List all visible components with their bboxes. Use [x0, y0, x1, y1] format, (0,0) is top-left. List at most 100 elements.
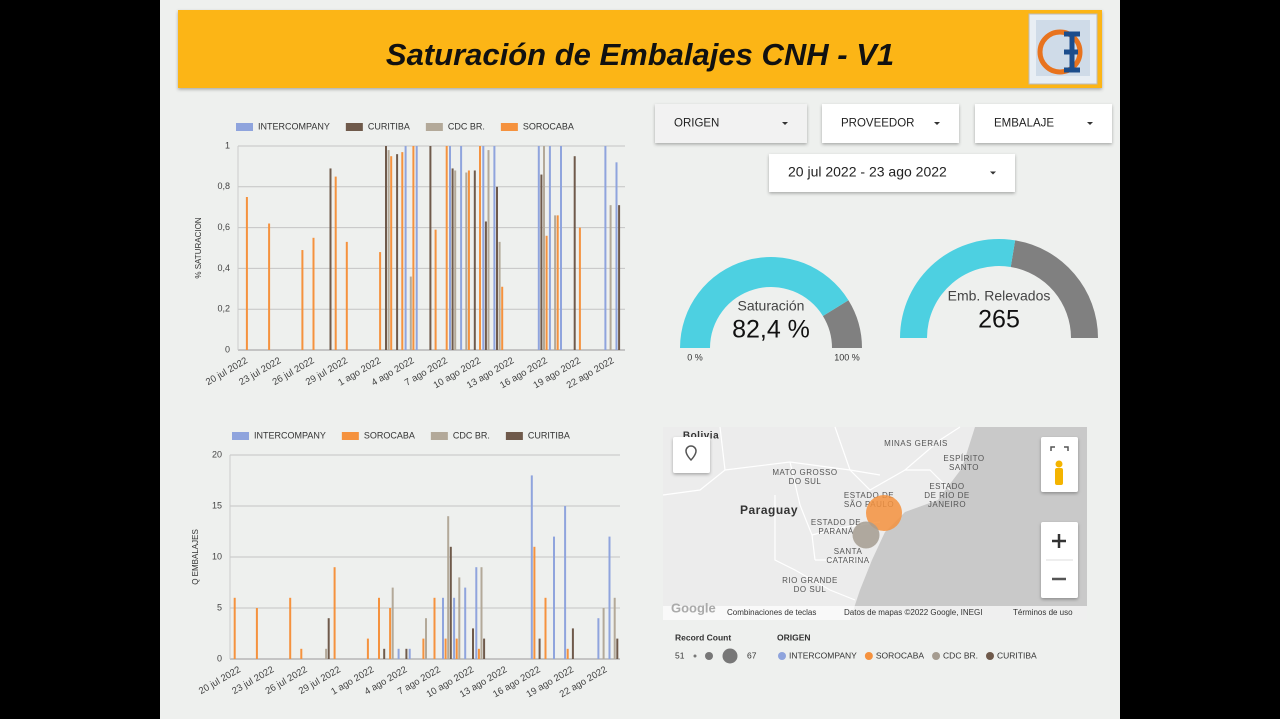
bar: [449, 146, 451, 350]
bar: [545, 235, 548, 350]
dropdown-arrow[interactable]: [782, 122, 788, 125]
color-legend-dot: [864, 652, 873, 660]
y-tick-label: 15: [212, 500, 222, 510]
map-attribution[interactable]: Datos de mapas ©2022 Google, INEGI: [844, 608, 982, 617]
bar: [578, 227, 581, 350]
gauge-value-label: 82,4 %: [732, 316, 810, 344]
map-place-label: ESTADO DE: [844, 491, 894, 500]
filter-control[interactable]: ORIGEN: [655, 104, 807, 143]
dropdown-arrow[interactable]: [1087, 122, 1093, 125]
map-fullscreen-icon[interactable]: [1050, 446, 1069, 451]
map-pegman-body[interactable]: [1055, 468, 1063, 485]
gauge-value: [680, 256, 849, 348]
bar: [383, 648, 386, 659]
bar: [333, 567, 336, 659]
map-border: [724, 461, 881, 476]
bar: [327, 618, 330, 659]
bar: [447, 516, 450, 659]
bar: [412, 146, 415, 350]
filter-control[interactable]: PROVEEDOR: [822, 104, 959, 143]
bar: [455, 638, 458, 659]
bar: [325, 648, 328, 659]
map-place-label: PARANÁ: [818, 527, 853, 536]
bar: [501, 286, 504, 350]
legend-label: INTERCOMPANY: [258, 121, 330, 131]
color-legend-dot: [932, 652, 941, 660]
map-bubble[interactable]: [852, 521, 880, 549]
legend-swatch: [425, 123, 443, 131]
gauge-tick-label: 0 %: [687, 352, 703, 362]
map-place-label: ESTADO DE: [811, 518, 861, 527]
legend-label: INTERCOMPANY: [254, 430, 326, 440]
legend-label: CURITIBA: [368, 121, 410, 131]
dropdown-arrow[interactable]: [990, 171, 996, 175]
bar: [422, 638, 425, 659]
filter-box[interactable]: [655, 104, 807, 143]
map-place-label: DE RIO DE: [924, 491, 969, 500]
size-legend-dot: [693, 654, 697, 658]
bar: [543, 146, 545, 350]
bar: [404, 146, 407, 350]
legend-label: SOROCABA: [523, 121, 574, 131]
map-place-label: ESPÍRITO: [943, 454, 984, 463]
bar: [480, 567, 483, 659]
bar: [548, 146, 551, 350]
map-place-label: JANEIRO: [928, 500, 966, 509]
filter-label[interactable]: ORIGEN: [674, 118, 719, 130]
map-place-label: MATO GROSSO: [772, 468, 837, 477]
map-attribution[interactable]: Combinaciones de teclas: [727, 608, 816, 617]
bar: [425, 618, 427, 659]
filter-label[interactable]: EMBALAJE: [994, 118, 1054, 130]
bar: [477, 648, 480, 659]
bar: [483, 638, 486, 659]
filter-label[interactable]: PROVEEDOR: [841, 118, 915, 130]
y-axis-label: % SATURACION: [194, 217, 203, 278]
logo-ring: [1037, 29, 1083, 75]
bar: [553, 536, 555, 659]
map-place-label: DO SUL: [789, 477, 822, 486]
bar: [434, 229, 437, 350]
legend-swatch: [505, 432, 523, 440]
legend-label: CDC BR.: [448, 121, 485, 131]
bar: [449, 546, 452, 659]
y-tick-label: 0: [225, 344, 230, 354]
bar: [573, 156, 576, 350]
color-legend-title: ORIGEN: [777, 632, 811, 642]
bar: [389, 608, 392, 659]
charts: ORIGEN PROVEEDOR EMBALAJE 20 jul 2022 - 23 …: [191, 104, 1112, 700]
bar: [379, 252, 382, 350]
legend-swatch: [341, 432, 359, 440]
map-attribution[interactable]: Términos de uso: [1013, 608, 1073, 617]
filter-label[interactable]: 20 jul 2022 - 23 ago 2022: [788, 164, 947, 180]
gauge-track: [1010, 240, 1098, 338]
map-bubble[interactable]: [866, 495, 902, 531]
legend-label: CURITIBA: [528, 430, 570, 440]
header-bar: [178, 10, 1102, 88]
map-button[interactable]: [673, 437, 710, 473]
map-locate-icon[interactable]: [685, 445, 697, 462]
y-axis-label: Q EMBALAJES: [191, 529, 200, 585]
bar: [444, 638, 447, 659]
legend-swatch: [345, 123, 363, 131]
bar: [566, 648, 569, 659]
filter-box[interactable]: [769, 154, 1015, 192]
filter-control[interactable]: EMBALAJE: [975, 104, 1112, 143]
bar: [618, 205, 621, 350]
size-legend-dot: [722, 648, 738, 664]
map-attribution: Google: [671, 600, 716, 615]
map-zoom-in[interactable]: [1052, 534, 1066, 548]
bar: [415, 146, 418, 350]
bar: [560, 146, 562, 350]
map-pegman-head[interactable]: [1055, 460, 1063, 468]
bar: [397, 648, 400, 659]
bar: [378, 597, 380, 659]
filter-control[interactable]: 20 jul 2022 - 23 ago 2022: [769, 154, 1015, 192]
bar: [608, 536, 611, 659]
bar: [540, 174, 543, 350]
dropdown-arrow[interactable]: [934, 122, 940, 125]
bar: [385, 146, 387, 350]
bar: [451, 168, 454, 350]
bar: [454, 170, 457, 350]
